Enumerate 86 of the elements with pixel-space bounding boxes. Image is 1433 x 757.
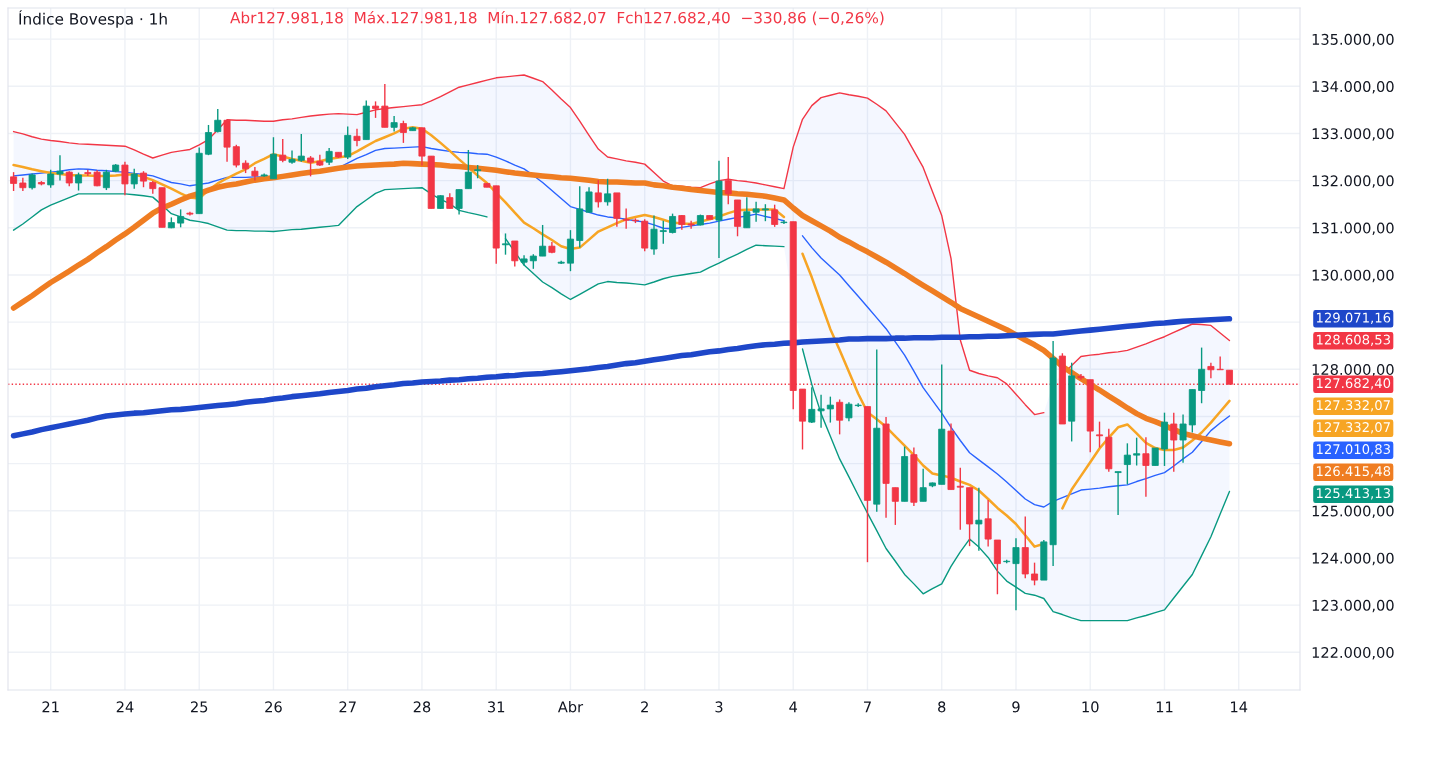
candlestick xyxy=(771,203,779,228)
y-tick-label: 123.000,00 xyxy=(1312,599,1394,613)
y-tick-label: 122.000,00 xyxy=(1312,646,1394,660)
candlestick xyxy=(307,155,315,178)
candlestick xyxy=(594,179,602,209)
x-tick-label: 2 xyxy=(641,701,648,713)
candlestick xyxy=(121,161,129,196)
text: 129.071,16 xyxy=(1316,312,1391,324)
y-tick-label: 135.000,00 xyxy=(1312,33,1394,47)
candlestick xyxy=(1114,470,1122,516)
candlestick xyxy=(622,207,630,230)
candlestick xyxy=(502,232,509,256)
text: 127.332,07 xyxy=(1316,400,1390,412)
candlestick xyxy=(891,486,899,526)
x-tick-label: Abr xyxy=(557,701,584,713)
candlestick xyxy=(1077,373,1085,381)
candlestick xyxy=(205,124,212,156)
y-tick-label: 124.000,00 xyxy=(1312,552,1394,566)
candlestick xyxy=(993,539,1001,595)
candlestick xyxy=(650,214,658,256)
candlestick xyxy=(984,499,992,548)
text: 127.010,83 xyxy=(1316,444,1390,456)
candlestick xyxy=(464,149,472,190)
candlestick xyxy=(539,224,547,257)
candlestick xyxy=(130,168,138,190)
candlestick xyxy=(836,398,844,436)
text: 127.682,40 xyxy=(1316,378,1391,390)
candlestick xyxy=(279,138,287,163)
candlestick xyxy=(288,149,296,165)
candlestick xyxy=(724,156,732,205)
x-tick-label: 7 xyxy=(864,701,871,713)
x-tick-label: 28 xyxy=(413,701,431,713)
x-tick-label: 14 xyxy=(1231,701,1248,713)
y-tick-label: 130.000,00 xyxy=(1312,269,1394,283)
x-tick-label: 27 xyxy=(339,701,356,713)
text: 125.413,13 xyxy=(1316,488,1390,500)
x-tick-label: 10 xyxy=(1082,701,1099,713)
x-tick-label: 4 xyxy=(789,701,798,713)
x-tick-label: 26 xyxy=(265,701,282,713)
y-tick-label: 133.000,00 xyxy=(1312,128,1394,141)
candlestick xyxy=(585,186,593,213)
candlestick xyxy=(353,128,361,147)
x-tick-label: 24 xyxy=(116,701,134,713)
candlestick xyxy=(1123,442,1131,486)
candlestick xyxy=(232,144,240,169)
chart-title: Índice Bovespa · 1h xyxy=(19,10,167,28)
x-tick-label: 31 xyxy=(488,701,505,713)
y-tick-label: 128.000,00 xyxy=(1312,364,1394,377)
chart-subtitle: Abr127.981,18 Máx.127.981,18 Mín.127.682,07 Fch127.682,40 −330,86 (−0,26%) xyxy=(230,11,884,26)
text: 128.608,53 xyxy=(1316,334,1390,346)
candlestick xyxy=(214,108,222,134)
candlestick xyxy=(344,125,352,160)
candlestick xyxy=(1012,537,1020,611)
x-tick-label: 3 xyxy=(715,701,723,713)
candlestick xyxy=(390,115,398,133)
candlestick xyxy=(1142,436,1150,498)
candlestick xyxy=(399,120,407,144)
y-tick-label: 125.000,00 xyxy=(1312,505,1394,519)
candlestick xyxy=(56,154,64,182)
candlestick xyxy=(10,171,18,192)
candlestick xyxy=(102,169,110,191)
candlestick xyxy=(1170,411,1178,473)
candlestick xyxy=(956,467,964,531)
x-tick-label: 11 xyxy=(1156,701,1173,713)
candlestick xyxy=(297,133,305,163)
y-tick-label: 134.000,00 xyxy=(1312,81,1394,94)
candlestick xyxy=(1031,561,1039,586)
candlestick xyxy=(1198,346,1206,404)
candlestick xyxy=(1096,420,1103,449)
x-tick-label: 9 xyxy=(1012,701,1020,713)
text: 127.332,07 xyxy=(1316,422,1390,434)
y-tick-label: 132.000,00 xyxy=(1312,175,1394,188)
candlestick xyxy=(1133,436,1141,467)
x-tick-label: 21 xyxy=(42,701,59,713)
candlestick xyxy=(919,468,927,503)
candlestick xyxy=(659,220,667,245)
candlestick xyxy=(1179,413,1187,464)
candlestick xyxy=(511,240,519,268)
candlestick xyxy=(381,83,389,129)
candlestick xyxy=(826,395,834,424)
text: 126.415,48 xyxy=(1316,466,1391,478)
candlestick xyxy=(975,486,983,552)
x-tick-label: 25 xyxy=(190,701,208,713)
candlestick xyxy=(604,178,612,207)
x-tick-label: 8 xyxy=(938,701,946,713)
y-tick-label: 131.000,00 xyxy=(1312,222,1394,236)
